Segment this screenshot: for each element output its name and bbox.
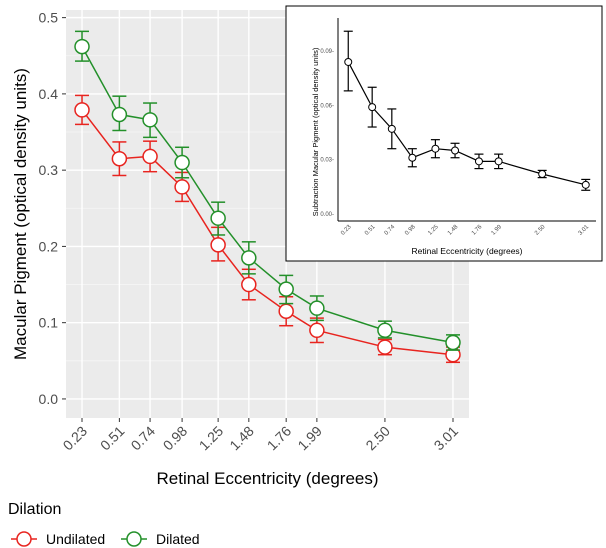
legend-key-point <box>16 531 32 547</box>
x-tick-label: 2.50 <box>362 423 393 454</box>
y-tick-label: 0.1 <box>39 315 59 331</box>
inset-data-point <box>451 146 460 155</box>
series-line <box>81 46 454 344</box>
x-tick-label: 1.99 <box>294 423 325 454</box>
inset-data-point <box>408 153 417 162</box>
y-tick-label: 0.0 <box>39 391 59 407</box>
data-point <box>309 322 325 339</box>
legend-label-dilated: Dilated <box>156 531 200 547</box>
inset-y-tick-label: 0.06- <box>320 103 334 109</box>
inset-data-point <box>431 144 440 153</box>
inset-data-point <box>474 157 483 166</box>
legend-key-point <box>126 531 142 547</box>
data-point <box>241 250 257 266</box>
y-tick-label: 0.2 <box>39 238 59 254</box>
data-point <box>309 300 325 316</box>
x-tick-label: 1.48 <box>226 423 257 454</box>
data-point <box>445 334 461 351</box>
data-point <box>210 210 226 226</box>
inset-x-axis-title: Retinal Eccentricity (degrees) <box>411 246 522 256</box>
inset-data-point <box>344 57 353 66</box>
inset-frame <box>285 5 603 262</box>
data-point <box>174 154 190 171</box>
data-point <box>241 276 257 293</box>
x-tick-label: 0.23 <box>60 423 91 454</box>
data-point <box>278 281 294 297</box>
series-dilated <box>74 30 461 351</box>
data-point <box>377 339 393 355</box>
inset-data-point <box>581 180 590 189</box>
x-tick-label: 1.76 <box>264 423 295 454</box>
data-point <box>210 237 226 253</box>
x-tick-label: 3.01 <box>431 423 462 454</box>
legend-title: Dilation <box>8 501 61 518</box>
x-tick-label: 0.51 <box>97 423 128 454</box>
y-tick-label: 0.5 <box>39 10 59 26</box>
inset-series <box>343 30 591 191</box>
series-undilated <box>74 94 461 364</box>
series-line <box>81 109 454 356</box>
data-point <box>111 150 128 167</box>
inset-series-line <box>347 61 586 186</box>
data-point <box>377 322 393 339</box>
y-tick-label: 0.3 <box>39 162 59 178</box>
inset-y-tick-label: 0.00- <box>320 212 334 218</box>
x-tick-label: 0.98 <box>160 423 191 454</box>
data-point <box>174 179 190 195</box>
inset-data-point <box>538 170 547 179</box>
data-point <box>142 112 158 128</box>
inset-y-tick-label: 0.03- <box>320 158 334 164</box>
y-tick-label: 0.4 <box>39 86 59 102</box>
x-tick-label: 0.74 <box>128 423 159 454</box>
x-tick-label: 1.25 <box>196 423 227 454</box>
legend: Dilation Undilated Dilated <box>8 501 200 547</box>
y-axis-title: Macular Pigment (optical density units) <box>11 68 30 360</box>
inset-data-point <box>494 157 503 166</box>
inset-data-point <box>387 124 396 133</box>
x-axis-title: Retinal Eccentricity (degrees) <box>156 469 378 488</box>
data-point <box>74 38 90 55</box>
inset-data-point <box>368 103 377 112</box>
data-point <box>111 106 128 123</box>
inset-y-tick-label: 0.09- <box>320 49 334 55</box>
data-point <box>74 102 90 118</box>
inset-y-axis-title: Subtraction Macular Pigment (optical den… <box>311 47 320 216</box>
legend-label-undilated: Undilated <box>46 531 105 547</box>
data-point <box>278 303 294 319</box>
data-point <box>142 148 158 165</box>
